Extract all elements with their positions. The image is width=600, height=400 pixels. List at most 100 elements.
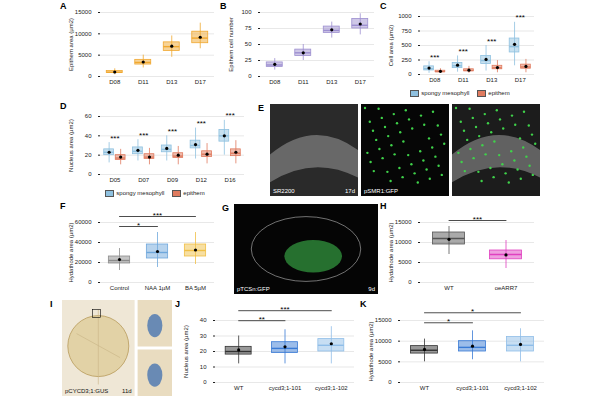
svg-text:***: *** <box>280 305 289 314</box>
svg-text:*: * <box>137 221 140 230</box>
svg-text:WT: WT <box>420 385 430 391</box>
svg-text:**: ** <box>259 315 265 324</box>
svg-text:25: 25 <box>245 57 252 63</box>
svg-text:cycd3;1-102: cycd3;1-102 <box>504 385 537 391</box>
svg-text:Nucleus area (µm2): Nucleus area (µm2) <box>183 325 189 378</box>
svg-text:***: *** <box>487 37 496 46</box>
svg-text:D08: D08 <box>109 79 121 85</box>
svg-text:0: 0 <box>408 279 412 285</box>
svg-text:D16: D16 <box>225 177 237 183</box>
svg-text:Nucleus area (µm2): Nucleus area (µm2) <box>68 119 74 172</box>
svg-text:D05: D05 <box>109 177 121 183</box>
svg-text:***: *** <box>139 131 148 140</box>
svg-text:5000: 5000 <box>378 359 392 365</box>
svg-text:*: * <box>447 317 450 326</box>
svg-text:10000: 10000 <box>395 239 412 245</box>
svg-text:50: 50 <box>245 41 252 47</box>
svg-text:*: * <box>471 307 474 316</box>
svg-text:5000: 5000 <box>398 259 412 265</box>
svg-text:Hydathode area (µm2): Hydathode area (µm2) <box>368 321 374 381</box>
svg-text:***: *** <box>168 127 177 136</box>
svg-text:WT: WT <box>444 285 454 291</box>
svg-text:100: 100 <box>241 9 252 15</box>
html-text:A: A <box>60 1 67 11</box>
svg-text:Hydathode area (µm2): Hydathode area (µm2) <box>388 222 394 282</box>
svg-text:D08: D08 <box>429 77 441 83</box>
html-text:spongy mesophyll: spongy mesophyll <box>421 89 470 96</box>
svg-text:60: 60 <box>85 113 92 119</box>
svg-text:20: 20 <box>200 348 207 354</box>
svg-text:20000: 20000 <box>75 259 92 265</box>
svg-text:0: 0 <box>88 73 92 79</box>
svg-text:***: *** <box>225 111 234 120</box>
svg-text:Epithem area (µm2): Epithem area (µm2) <box>68 18 74 71</box>
svg-text:Hydathode area (µm2): Hydathode area (µm2) <box>68 222 74 282</box>
svg-text:15000: 15000 <box>75 9 92 15</box>
svg-text:D13: D13 <box>166 79 178 85</box>
svg-text:30: 30 <box>200 333 207 339</box>
svg-text:***: *** <box>197 119 206 128</box>
html-text:B: B <box>220 1 227 11</box>
svg-text:11d: 11d <box>122 388 132 394</box>
svg-text:40000: 40000 <box>75 239 92 245</box>
svg-text:NAA 1µM: NAA 1µM <box>145 285 170 291</box>
svg-text:D13: D13 <box>486 77 498 83</box>
svg-text:D08: D08 <box>269 79 281 85</box>
svg-text:D11: D11 <box>458 77 469 83</box>
svg-text:0: 0 <box>88 279 92 285</box>
svg-text:1000: 1000 <box>398 13 412 19</box>
svg-text:WT: WT <box>234 385 244 391</box>
svg-text:Cell area (µm2): Cell area (µm2) <box>388 25 394 66</box>
svg-text:60000: 60000 <box>75 219 92 225</box>
svg-text:20: 20 <box>85 152 92 158</box>
svg-text:250: 250 <box>401 57 412 63</box>
svg-text:***: *** <box>459 47 468 56</box>
svg-text:pCYCD3;1:GUS: pCYCD3;1:GUS <box>65 388 108 394</box>
svg-text:750: 750 <box>401 28 412 34</box>
svg-text:D07: D07 <box>138 177 150 183</box>
svg-text:SR2200: SR2200 <box>273 188 295 194</box>
svg-text:D17: D17 <box>195 79 207 85</box>
svg-text:oeARR7: oeARR7 <box>495 285 518 291</box>
svg-text:17d: 17d <box>345 188 355 194</box>
svg-text:D11: D11 <box>138 79 149 85</box>
html-text:epithem: epithem <box>488 89 510 96</box>
svg-text:15000: 15000 <box>395 219 412 225</box>
svg-text:10: 10 <box>200 364 207 370</box>
svg-text:500: 500 <box>401 42 412 48</box>
svg-text:9d: 9d <box>368 286 375 292</box>
svg-text:75: 75 <box>245 25 252 31</box>
svg-text:0: 0 <box>408 71 412 77</box>
svg-text:0: 0 <box>388 379 392 385</box>
svg-text:10000: 10000 <box>375 338 392 344</box>
svg-text:pTCSn:GFP: pTCSn:GFP <box>237 286 270 292</box>
svg-text:D17: D17 <box>355 79 367 85</box>
svg-text:40: 40 <box>85 133 92 139</box>
svg-text:D17: D17 <box>515 77 527 83</box>
svg-text:***: *** <box>110 134 119 143</box>
svg-text:Control: Control <box>110 285 129 291</box>
svg-text:10000: 10000 <box>75 31 92 37</box>
svg-text:0: 0 <box>248 73 252 79</box>
svg-text:cycd3;1-101: cycd3;1-101 <box>269 385 302 391</box>
svg-text:D09: D09 <box>167 177 179 183</box>
svg-text:5000: 5000 <box>78 52 92 58</box>
svg-text:Epithem cell number: Epithem cell number <box>228 17 234 72</box>
svg-text:D11: D11 <box>298 79 309 85</box>
svg-text:***: *** <box>516 13 525 22</box>
svg-text:***: *** <box>430 53 439 62</box>
svg-text:cycd3;1-102: cycd3;1-102 <box>315 385 348 391</box>
svg-text:D12: D12 <box>196 177 208 183</box>
html-text:C: C <box>380 1 387 11</box>
svg-text:D13: D13 <box>326 79 338 85</box>
svg-text:cycd3;1-101: cycd3;1-101 <box>456 385 489 391</box>
svg-text:***: *** <box>473 215 482 224</box>
svg-text:BA 5µM: BA 5µM <box>185 285 206 291</box>
svg-text:***: *** <box>153 211 162 220</box>
html-text:spongy mesophyll: spongy mesophyll <box>116 189 165 196</box>
svg-text:pSMR1:GFP: pSMR1:GFP <box>364 188 398 194</box>
svg-text:0: 0 <box>88 171 92 177</box>
svg-text:15000: 15000 <box>375 317 392 323</box>
svg-text:0: 0 <box>203 379 207 385</box>
svg-text:40: 40 <box>200 317 207 323</box>
